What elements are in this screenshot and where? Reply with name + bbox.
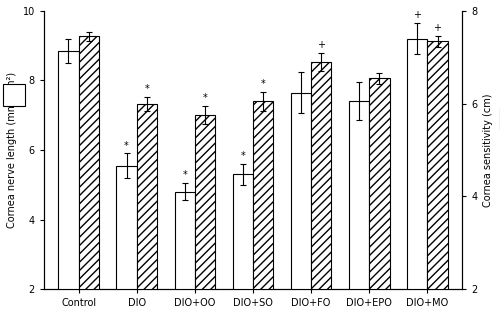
Text: +: + xyxy=(434,23,442,33)
Text: *: * xyxy=(144,84,150,94)
Text: *: * xyxy=(240,151,245,161)
Y-axis label: Cornea nerve length (mm/mm²): Cornea nerve length (mm/mm²) xyxy=(7,72,17,228)
Bar xyxy=(349,101,369,315)
Bar xyxy=(195,115,215,315)
Bar xyxy=(428,41,448,315)
Bar xyxy=(78,37,99,315)
Bar xyxy=(174,192,195,315)
Bar xyxy=(369,78,390,315)
Text: *: * xyxy=(124,141,129,151)
Bar xyxy=(253,101,274,315)
Bar xyxy=(291,93,311,315)
Bar xyxy=(407,39,428,315)
Bar xyxy=(137,104,157,315)
Bar xyxy=(232,174,253,315)
Text: +: + xyxy=(318,40,326,50)
Text: *: * xyxy=(202,93,207,103)
Text: *: * xyxy=(261,79,266,89)
Bar xyxy=(311,62,332,315)
Bar xyxy=(116,166,137,315)
Text: +: + xyxy=(413,10,421,20)
Y-axis label: Cornea sensitivity (cm): Cornea sensitivity (cm) xyxy=(483,93,493,207)
Bar xyxy=(58,51,78,315)
Text: *: * xyxy=(182,170,187,180)
